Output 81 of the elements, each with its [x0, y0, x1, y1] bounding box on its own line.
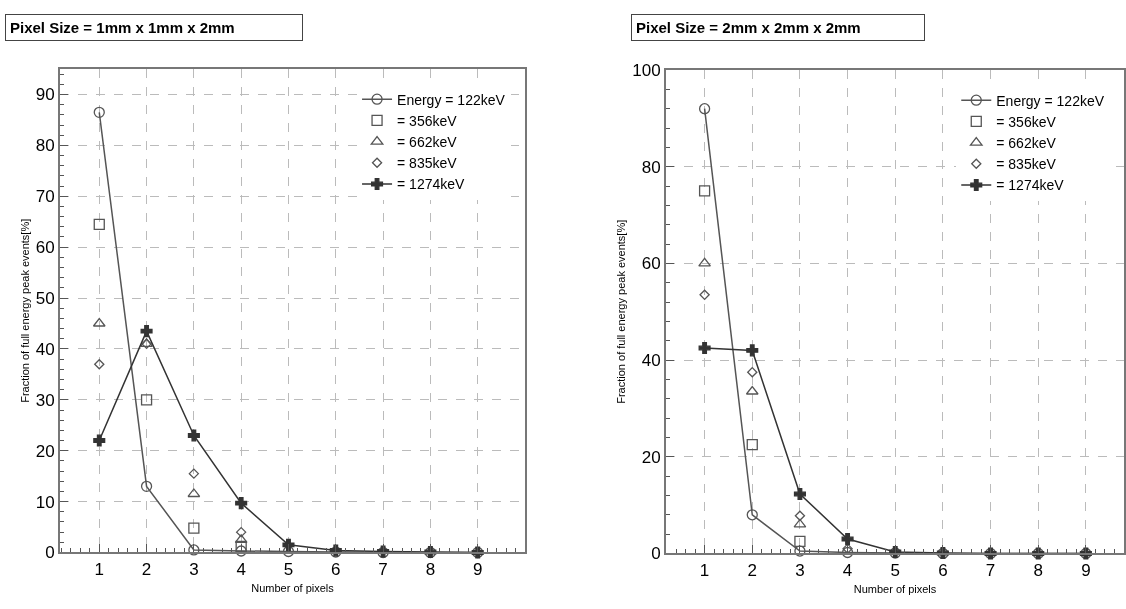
- x-tick-label: 2: [141, 559, 152, 579]
- point: [187, 488, 201, 498]
- x-tick-label: 4: [842, 560, 853, 580]
- point: [747, 366, 758, 378]
- point: [793, 518, 807, 528]
- point: [793, 487, 806, 501]
- point: [92, 317, 106, 327]
- y-tick-label: 50: [35, 289, 55, 309]
- y-tick-label: 40: [641, 351, 661, 371]
- point: [188, 522, 200, 534]
- x-tick-label: 8: [1033, 560, 1043, 580]
- point: [235, 540, 247, 553]
- point: [93, 434, 106, 447]
- y-tick-label: 20: [35, 441, 55, 461]
- legend-label: Energy = 122keV: [996, 92, 1105, 109]
- x-tick-label: 9: [1081, 560, 1091, 580]
- y-axis-title: Fraction of full energy peak events[%]: [615, 219, 628, 404]
- x-tick-label: 2: [747, 560, 757, 580]
- legend-label: = 835keV: [996, 156, 1057, 173]
- y-tick-label: 80: [641, 157, 661, 177]
- x-tick-label: 6: [331, 559, 341, 579]
- point: [282, 538, 295, 551]
- y-tick-label: 100: [632, 60, 661, 80]
- x-tick-label: 3: [795, 560, 805, 580]
- point: [794, 535, 806, 548]
- x-tick-label: 5: [283, 559, 294, 579]
- point: [794, 510, 806, 521]
- x-tick-label: 7: [378, 559, 388, 579]
- point: [140, 480, 153, 492]
- x-tick-label: 1: [94, 559, 104, 579]
- point: [93, 106, 105, 118]
- y-tick-label: 80: [35, 136, 55, 156]
- point: [746, 439, 758, 451]
- y-tick-label: 0: [651, 544, 661, 564]
- legend-label: = 1274keV: [996, 177, 1065, 194]
- point: [841, 532, 854, 546]
- x-tick-label: 8: [425, 559, 436, 579]
- x-tick-label: 4: [236, 559, 246, 579]
- y-tick-label: 60: [35, 238, 55, 258]
- x-tick-label: 6: [938, 560, 948, 580]
- point: [745, 385, 759, 395]
- x-axis-title: Number of pixels: [251, 581, 335, 594]
- x-tick-label: 7: [985, 560, 996, 580]
- point: [746, 344, 759, 357]
- y-axis-title: Fraction of full energy peak events[%]: [18, 218, 31, 403]
- y-tick-label: 0: [45, 543, 55, 563]
- legend-label: = 356keV: [996, 113, 1057, 130]
- point: [698, 185, 711, 197]
- point: [698, 103, 711, 115]
- point: [93, 218, 105, 230]
- x-tick-label: 1: [699, 560, 710, 580]
- point: [94, 359, 105, 370]
- legend-label: = 835keV: [397, 155, 458, 172]
- y-tick-label: 90: [35, 85, 55, 105]
- legend-label: = 662keV: [996, 135, 1057, 151]
- y-tick-label: 20: [641, 447, 661, 467]
- chart-title: Pixel Size = 2mm x 2mm x 2mm: [636, 19, 861, 36]
- point: [140, 394, 153, 406]
- x-tick-label: 3: [189, 559, 199, 579]
- point: [187, 429, 200, 442]
- legend-label: Energy = 122keV: [397, 91, 506, 108]
- point: [235, 526, 247, 538]
- legend-label: = 356keV: [397, 112, 458, 129]
- point: [698, 341, 711, 355]
- x-tick-label: 5: [890, 560, 900, 580]
- point: [140, 325, 153, 338]
- point: [699, 289, 710, 301]
- legend-label: = 1274keV: [397, 176, 466, 193]
- point: [188, 468, 200, 479]
- point: [746, 509, 758, 521]
- point: [235, 497, 248, 510]
- x-axis-title: Number of pixels: [853, 582, 937, 595]
- x-tick-label: 9: [472, 559, 483, 579]
- legend-label: = 662keV: [397, 134, 458, 151]
- y-tick-label: 70: [35, 187, 55, 207]
- y-tick-label: 30: [35, 390, 55, 410]
- y-tick-label: 60: [641, 254, 661, 274]
- y-tick-label: 40: [35, 339, 55, 359]
- y-tick-label: 10: [35, 492, 55, 512]
- point: [698, 257, 712, 267]
- chart-title: Pixel Size = 1mm x 1mm x 2mm: [10, 19, 235, 36]
